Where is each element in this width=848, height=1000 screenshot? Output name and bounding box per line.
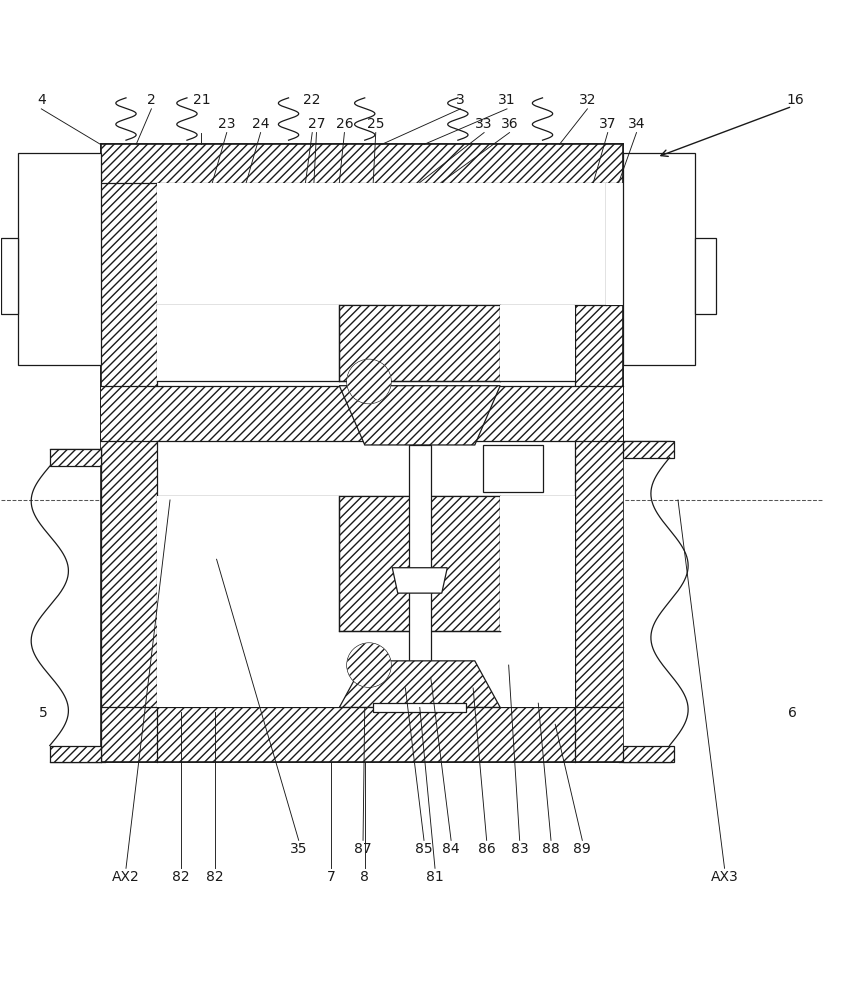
Bar — [101, 144, 623, 183]
Bar — [50, 746, 101, 762]
Bar — [158, 305, 339, 381]
Bar — [575, 183, 623, 305]
Bar — [575, 183, 623, 441]
Circle shape — [347, 359, 391, 403]
Text: 27: 27 — [308, 117, 326, 131]
Bar — [575, 441, 623, 762]
Text: 81: 81 — [427, 870, 444, 884]
Bar — [101, 144, 623, 441]
Text: 37: 37 — [599, 117, 616, 131]
Text: 3: 3 — [456, 93, 465, 107]
Text: 24: 24 — [252, 117, 270, 131]
Text: 82: 82 — [172, 870, 190, 884]
Bar — [158, 496, 339, 631]
Bar — [409, 445, 431, 703]
Text: 22: 22 — [304, 93, 321, 107]
Circle shape — [347, 359, 391, 403]
Text: 84: 84 — [443, 842, 460, 856]
Text: 86: 86 — [477, 842, 495, 856]
Text: 21: 21 — [192, 93, 210, 107]
Circle shape — [347, 643, 391, 687]
Text: 31: 31 — [498, 93, 516, 107]
Text: 5: 5 — [39, 706, 47, 720]
Bar — [1, 238, 18, 314]
Polygon shape — [393, 568, 447, 593]
Bar — [101, 441, 158, 762]
Text: 33: 33 — [476, 117, 493, 131]
Circle shape — [347, 643, 391, 687]
Bar — [623, 153, 695, 365]
Text: AX3: AX3 — [711, 870, 739, 884]
Bar — [101, 707, 623, 762]
Text: 82: 82 — [206, 870, 224, 884]
Text: 34: 34 — [628, 117, 645, 131]
Bar — [158, 496, 575, 707]
Text: AX2: AX2 — [112, 870, 140, 884]
Text: 35: 35 — [290, 842, 308, 856]
Text: 16: 16 — [786, 93, 804, 107]
Text: 25: 25 — [367, 117, 384, 131]
Text: 8: 8 — [360, 870, 369, 884]
Text: 89: 89 — [573, 842, 591, 856]
Bar — [606, 183, 623, 305]
Bar — [500, 305, 575, 381]
Text: 36: 36 — [500, 117, 518, 131]
Bar — [339, 305, 500, 381]
Bar — [158, 183, 575, 305]
Bar — [101, 183, 158, 441]
Text: 4: 4 — [37, 93, 46, 107]
Bar — [623, 441, 674, 458]
Bar — [483, 445, 543, 492]
Text: 32: 32 — [578, 93, 596, 107]
Bar — [695, 238, 716, 314]
Polygon shape — [339, 661, 500, 707]
Text: 7: 7 — [326, 870, 335, 884]
Bar — [500, 496, 575, 631]
Bar — [101, 386, 623, 441]
Text: 88: 88 — [542, 842, 560, 856]
Text: 23: 23 — [218, 117, 236, 131]
Bar — [101, 441, 623, 762]
Bar — [623, 746, 674, 762]
Text: 83: 83 — [510, 842, 528, 856]
Polygon shape — [339, 386, 500, 445]
Bar — [373, 703, 466, 712]
Text: 2: 2 — [147, 93, 156, 107]
Bar — [50, 449, 101, 466]
Bar — [339, 496, 500, 631]
Text: 85: 85 — [416, 842, 432, 856]
Bar — [18, 153, 101, 365]
Text: 87: 87 — [354, 842, 372, 856]
Text: 6: 6 — [788, 706, 797, 720]
Text: 26: 26 — [336, 117, 354, 131]
